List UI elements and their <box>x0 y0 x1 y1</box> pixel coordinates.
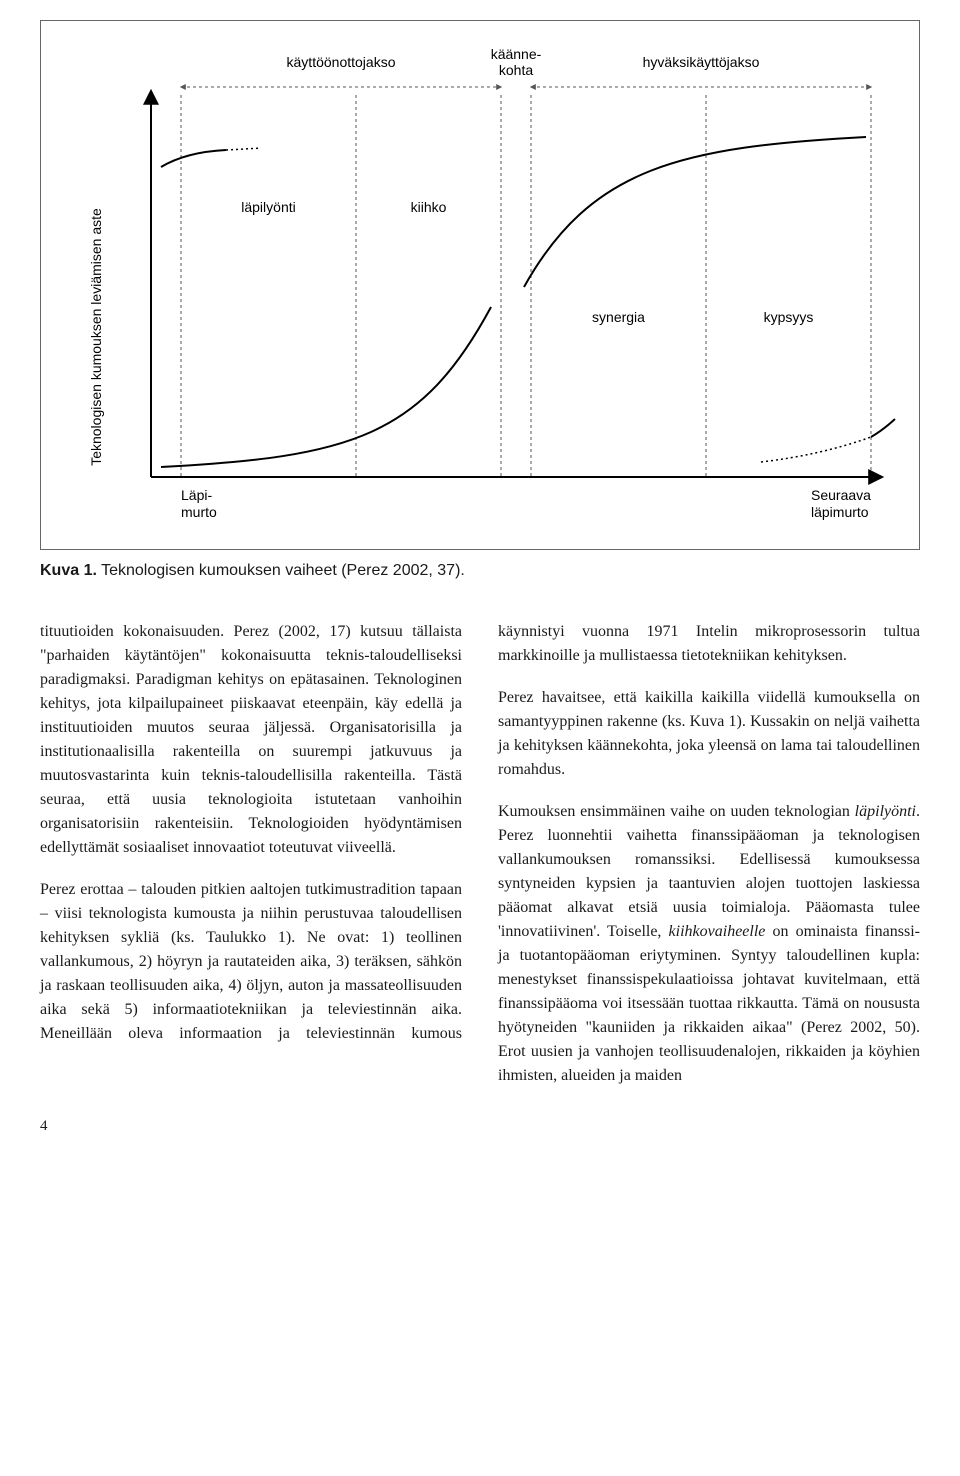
svg-text:Läpi-: Läpi- <box>181 487 212 503</box>
svg-text:käyttöönottojakso: käyttöönottojakso <box>287 54 396 70</box>
caption-bold: Kuva 1. <box>40 562 97 579</box>
svg-text:Seuraava: Seuraava <box>811 487 871 503</box>
svg-text:kypsyys: kypsyys <box>764 309 814 325</box>
para4-c: on ominaista finanssi- ja tuotantopääoma… <box>498 923 920 1084</box>
svg-text:käänne-: käänne- <box>491 46 542 62</box>
svg-text:kiihko: kiihko <box>411 199 447 215</box>
paragraph-4: Kumouksen ensimmäinen vaihe on uuden tek… <box>498 800 920 1088</box>
svg-text:läpimurto: läpimurto <box>811 504 869 520</box>
para4-b: . Perez luonnehtii vaihetta finanssipääo… <box>498 803 920 940</box>
svg-text:kohta: kohta <box>499 62 533 78</box>
svg-text:läpilyönti: läpilyönti <box>241 199 295 215</box>
caption-rest: Teknologisen kumouksen vaiheet (Perez 20… <box>97 562 465 579</box>
s-curve-chart: Teknologisen kumouksen leviämisen aste kä… <box>61 37 901 537</box>
svg-text:murto: murto <box>181 504 217 520</box>
page-number: 4 <box>40 1118 920 1135</box>
para4-italic-2: kiihkovaiheelle <box>669 923 766 940</box>
paragraph-1: tituutioiden kokonaisuuden. Perez (2002,… <box>40 620 462 860</box>
svg-text:Teknologisen kumouksen leviämi: Teknologisen kumouksen leviämisen aste <box>88 208 104 466</box>
para4-a: Kumouksen ensimmäinen vaihe on uuden tek… <box>498 803 855 820</box>
svg-text:synergia: synergia <box>592 309 645 325</box>
figure-caption: Kuva 1. Teknologisen kumouksen vaiheet (… <box>40 562 920 580</box>
paragraph-3: Perez havaitsee, että kaikilla kaikilla … <box>498 686 920 782</box>
body-text: tituutioiden kokonaisuuden. Perez (2002,… <box>40 620 920 1088</box>
para4-italic-1: läpilyönti <box>855 803 916 820</box>
figure-container: Teknologisen kumouksen leviämisen aste kä… <box>40 20 920 550</box>
svg-text:hyväksikäyttöjakso: hyväksikäyttöjakso <box>643 54 760 70</box>
